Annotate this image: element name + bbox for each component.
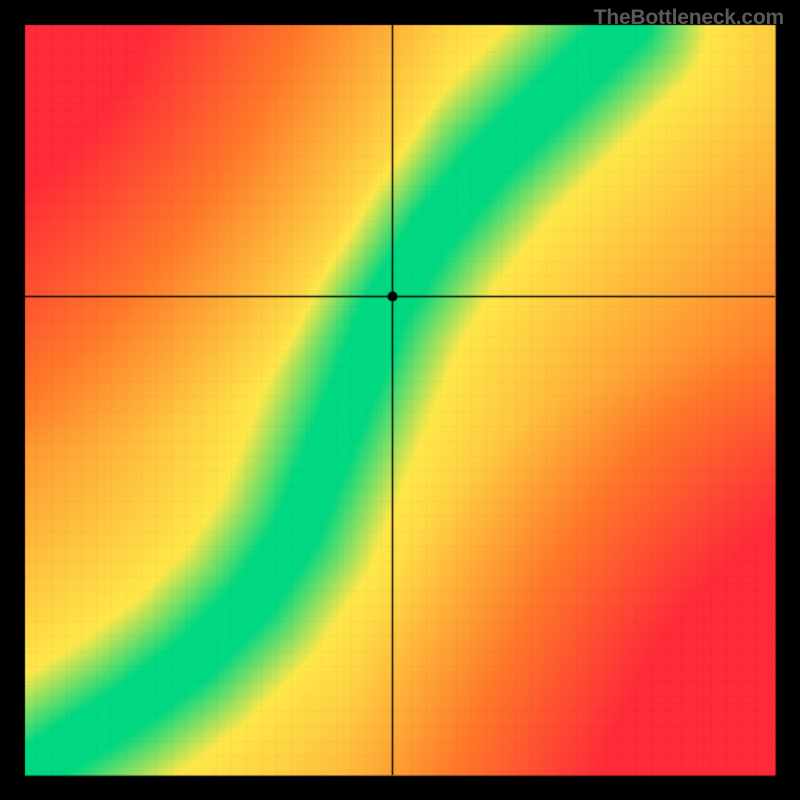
bottleneck-heatmap-canvas: [0, 0, 800, 800]
attribution-watermark: TheBottleneck.com: [594, 6, 784, 30]
chart-container: TheBottleneck.com: [0, 0, 800, 800]
